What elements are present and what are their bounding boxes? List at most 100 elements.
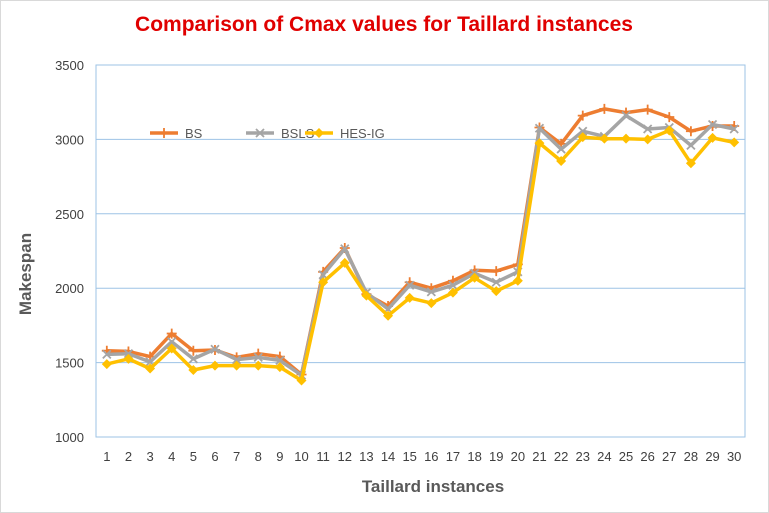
data-point [405,280,415,290]
data-point [145,363,156,374]
series-line [106,128,735,383]
data-point [642,134,653,145]
data-point [729,124,739,134]
y-tick-label: 1000 [55,430,84,445]
data-point [167,337,177,347]
x-tick-label: 12 [338,449,352,464]
data-point [512,275,523,286]
data-point [534,123,545,133]
data-point [188,345,199,356]
x-tick-label: 16 [424,449,438,464]
y-tick-label: 2500 [55,207,84,222]
data-point [210,344,220,354]
data-point [556,144,566,154]
data-point [275,355,285,366]
data-point [599,133,610,144]
data-point [556,155,567,166]
data-point [253,352,263,363]
x-tick-label: 27 [662,449,676,464]
legend-item: BS [150,126,203,141]
data-point [340,244,350,254]
data-point [123,349,134,359]
data-point [102,349,112,360]
data-point [448,280,458,290]
x-tick-label: 8 [255,449,262,464]
series-line [106,107,735,377]
data-point [274,362,285,373]
legend-label: HES-IG [340,126,385,141]
x-tick-label: 4 [168,449,175,464]
data-point [253,360,264,371]
x-tick-label: 11 [316,449,330,464]
data-point [491,286,502,297]
data-point [599,103,610,114]
data-point [664,125,675,136]
x-axis-label: Taillard instances [362,477,504,496]
x-tick-label: 6 [211,449,218,464]
x-tick-label: 1 [103,449,110,464]
gridlines [96,64,745,438]
x-tick-label: 5 [190,449,197,464]
x-tick-label: 13 [359,449,373,464]
data-point [621,133,632,144]
series-bs [101,103,740,380]
x-tick-label: 26 [640,449,654,464]
data-point [664,112,675,123]
data-point [685,158,696,169]
data-point [643,124,653,134]
x-tick-label: 17 [446,449,460,464]
y-axis-label: Makespan [16,233,35,315]
series-hes-ig [101,125,740,386]
data-point [188,365,199,376]
data-point [707,119,718,130]
data-point [123,353,134,364]
data-point [469,272,480,283]
legend-label: BSLS [281,126,315,141]
y-tick-label: 3000 [55,132,84,147]
data-point [101,359,112,370]
x-tick-label: 29 [705,449,719,464]
data-point [491,266,502,277]
y-tick-label: 1500 [55,356,84,371]
data-point [577,110,588,121]
x-tick-label: 7 [233,449,240,464]
data-point [361,290,372,301]
x-tick-label: 2 [125,449,132,464]
x-tick-label: 30 [727,449,741,464]
data-point [426,298,437,309]
data-point [159,128,169,138]
x-tick-label: 21 [532,449,546,464]
data-point [209,360,220,371]
x-tick-label: 9 [276,449,283,464]
y-tick-label: 3500 [55,58,84,73]
x-tick-label: 23 [576,449,590,464]
series-group [101,103,740,386]
legend-item: HES-IG [305,126,385,141]
data-point [578,126,588,136]
data-point [383,310,394,321]
data-point [255,128,265,138]
x-tick-label: 14 [381,449,395,464]
data-point [577,132,588,143]
data-point [729,137,740,148]
x-tick-label: 24 [597,449,611,464]
x-tick-label: 3 [146,449,153,464]
data-point [339,257,350,268]
series-bsls [102,110,739,380]
x-axis-ticks: 1 2 3 4 5 6 7 8 9 10 11 12 13 14 15 16 17 18 19 20 21 22 23 24 2… [103,449,741,464]
data-point [686,140,696,150]
data-point [426,287,436,297]
data-point [188,354,198,364]
data-point [447,287,458,298]
data-point [296,375,307,386]
data-point [707,132,718,143]
plot-area [95,64,746,438]
x-tick-label: 18 [467,449,481,464]
x-tick-label: 19 [489,449,503,464]
chart-title: Comparison of Cmax values for Taillard i… [135,13,633,36]
legend: BS BSLS HES-IG [150,126,385,141]
y-axis-ticks: 1000 1500 2000 2500 3000 3500 [55,58,84,445]
x-tick-label: 20 [511,449,525,464]
data-point [166,343,177,354]
